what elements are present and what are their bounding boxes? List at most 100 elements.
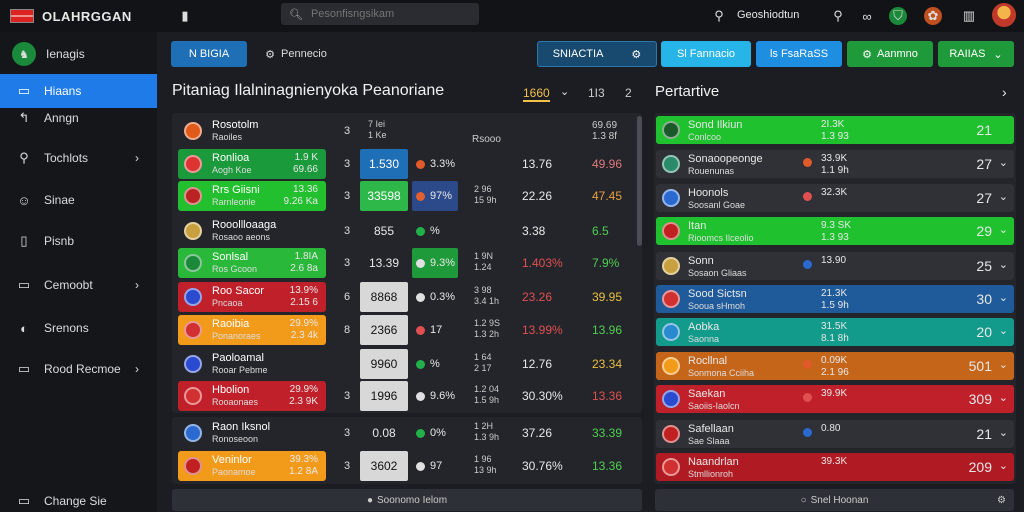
team-cell[interactable]: Raoibia Ponanoraes 29.9% 2.3 4k [178, 315, 326, 345]
odds-cell[interactable]: 33598 [360, 181, 408, 211]
search-icon[interactable]: ⚲ [714, 8, 724, 23]
table-row[interactable]: Raoibia Ponanoraes 29.9% 2.3 4k 8 2366 17… [172, 315, 640, 347]
chevron-down-icon[interactable]: ⌄ [998, 259, 1008, 271]
magnifier-icon[interactable]: ⚲ [833, 8, 843, 23]
odds-cell[interactable]: 3602 [360, 451, 408, 481]
main-footer-button[interactable]: ● Soonomo Ielom [172, 489, 642, 511]
toolbar-dropdown[interactable]: RAIIAS ⌄ [938, 41, 1014, 67]
ranking-row[interactable]: Safellaan Sae Slaaa 0.80 21 ⌄ [656, 420, 1014, 448]
ranking-row[interactable]: Saekan Saoiis-Iaolcn 39.9K 309 ⌄ [656, 385, 1014, 413]
chevron-down-icon[interactable]: ⌄ [998, 157, 1008, 169]
toolbar-button-5[interactable]: ls FsaRaSS [756, 41, 842, 67]
team-cell[interactable]: Sonlsal Ros Gcoon 1.8IA 2.6 8a [178, 248, 326, 278]
toolbar-button-4[interactable]: Sl Fannacio [661, 41, 751, 67]
sidebar-item-home[interactable]: ♞ Ienagis [0, 37, 157, 71]
team-cell[interactable]: Raon Iksnol Ronoseoon [178, 418, 326, 448]
percent-cell[interactable]: 3.3% [412, 149, 458, 179]
percent-cell[interactable]: 0% [412, 418, 458, 448]
odds-cell[interactable]: 1.530 [360, 149, 408, 179]
user-avatar[interactable] [992, 3, 1016, 27]
toolbar-button-2[interactable]: ⚙ Pennecio [256, 41, 336, 67]
ranking-row[interactable]: Itan Rioomcs Ilceolio 9.3 SK 1.3 93 29 ⌄ [656, 217, 1014, 245]
sort-value[interactable]: 1660 [523, 86, 550, 102]
percent-cell[interactable]: % [412, 216, 458, 246]
table-row[interactable]: Roo Sacor Pncaoa 13.9% 2.15 6 6 8868 0.3%… [172, 282, 640, 314]
table-row[interactable]: Hbolion Rooaonaes 29.9% 2.3 9K 3 1996 9.6… [172, 381, 640, 413]
percent-cell[interactable]: 17 [412, 315, 458, 345]
chevron-down-icon[interactable]: ⌄ [998, 427, 1008, 439]
odds-cell[interactable]: 13.39 [368, 256, 400, 270]
sidebar-item-3[interactable]: ⚲ Tochlots › [0, 141, 157, 175]
team-cell[interactable]: Hbolion Rooaonaes 29.9% 2.3 9K [178, 381, 326, 411]
percent-cell[interactable]: 97 [412, 451, 458, 481]
ranking-mid-text: 0.80 [821, 423, 841, 434]
chevron-down-icon[interactable]: ⌄ [998, 325, 1008, 337]
odds-cell[interactable]: 855 [373, 224, 395, 238]
sidebar-item-9[interactable]: ▭ Change Sie [0, 484, 157, 512]
link-icon[interactable]: ∞ [862, 8, 872, 24]
chevron-down-icon[interactable]: ⌄ [998, 191, 1008, 203]
odds-cell[interactable]: 8868 [360, 282, 408, 312]
toolbar-button-1[interactable]: N BIGIA [171, 41, 247, 67]
chevron-right-icon[interactable]: › [1002, 84, 1007, 100]
search-input[interactable] [310, 8, 471, 20]
circle-icon: ○ [800, 494, 807, 506]
percent-cell[interactable]: 9.6% [412, 381, 458, 411]
chevron-down-icon[interactable]: ⌄ [998, 460, 1008, 472]
sidebar-item-8[interactable]: ▭ Rood Recmoe › [0, 352, 157, 386]
ranking-row[interactable]: Sonn Sosaon Gliaas 13.90 25 ⌄ [656, 252, 1014, 280]
odds-cell[interactable]: 0.08 [372, 426, 396, 440]
team-cell[interactable]: Paoloamal Rooar Pebme [178, 349, 326, 379]
bookmark-icon[interactable]: ▮ [181, 8, 189, 23]
percent-cell[interactable]: 0.3% [412, 282, 458, 312]
chevron-down-icon[interactable]: ⌄ [560, 86, 570, 98]
grid-icon[interactable]: ▥ [962, 8, 976, 23]
table-row[interactable]: Rrs Giisni Rarnleonle 13.36 9.26 Ka 3 335… [172, 181, 640, 213]
right-footer-button[interactable]: ○ Snel Hoonan ⚙ [655, 489, 1014, 511]
team-cell[interactable]: Roo Sacor Pncaoa 13.9% 2.15 6 [178, 282, 326, 312]
status-dot-icon [416, 428, 425, 438]
shield-icon[interactable]: ⛉ [889, 7, 907, 25]
sidebar-item-active[interactable]: ▭ Hiaans [0, 74, 157, 108]
table-row[interactable]: Ronlioa Aogh Koe 1.9 K 69.66 3 1.530 3.3%… [172, 149, 640, 181]
ranking-row[interactable]: Sonaoopeonge Rouenunas 33.9K 1.1 9h 27 ⌄ [656, 150, 1014, 178]
team-cell[interactable]: Rooollloaaga Rosaoo aeons [178, 216, 326, 246]
toolbar-button-3[interactable]: SNIACTIA ⚙ [537, 41, 657, 67]
team-sub: Rarnleonle [212, 197, 256, 207]
odds-cell[interactable]: 1996 [360, 381, 408, 411]
ranking-row[interactable]: Aobka Saonna 31.5K 8.1 8h 20 ⌄ [656, 318, 1014, 346]
ranking-row[interactable]: Sond Ilkiun Conlcoo 2I.3K 1.3 93 21 [656, 116, 1014, 144]
team-cell[interactable]: Ronlioa Aogh Koe 1.9 K 69.66 [178, 149, 326, 179]
chevron-down-icon[interactable]: ⌄ [998, 292, 1008, 304]
odds-cell[interactable]: 2366 [360, 315, 408, 345]
table-row[interactable]: Rooollloaaga Rosaoo aeons 3 855 % 3.38 6.… [172, 216, 640, 248]
ranking-row[interactable]: Sood Sictsn Sooua sHmoh 21.3K 1.5 9h 30 ⌄ [656, 285, 1014, 313]
chevron-down-icon[interactable]: ⌄ [998, 224, 1008, 236]
search-box[interactable]: 🔍︎ [281, 3, 479, 25]
chevron-down-icon[interactable]: ⌄ [998, 392, 1008, 404]
table-row[interactable]: Veninlor Paonamoe 39.3% 1.2 8A 3 3602 97 … [172, 451, 640, 483]
chevron-down-icon[interactable]: ⌄ [998, 359, 1008, 371]
ranking-row[interactable]: Hoonols Soosanl Goae 32.3K 27 ⌄ [656, 184, 1014, 212]
table-row[interactable]: Sonlsal Ros Gcoon 1.8IA 2.6 8a 3 13.39 9.… [172, 248, 640, 280]
team-cell[interactable]: Veninlor Paonamoe 39.3% 1.2 8A [178, 451, 326, 481]
sidebar-item-4[interactable]: ☺ Sinae [0, 183, 157, 217]
toolbar-button-6[interactable]: ⚙ Aanmno [847, 41, 933, 67]
sidebar-item-5[interactable]: ▯ Pisnb [0, 224, 157, 258]
percent-cell[interactable]: % [412, 349, 458, 379]
sidebar-item-7[interactable]: ◐ Srenons [0, 311, 157, 345]
team-crest-icon [662, 257, 680, 275]
ranking-row[interactable]: Naandrlan Stmllionroh 39.3K 209 ⌄ [656, 453, 1014, 481]
odds-cell[interactable]: 9960 [360, 349, 408, 379]
team-value: 39.3% 1.2 8A [289, 454, 318, 477]
table-row[interactable]: Paoloamal Rooar Pebme 9960 % 1 64 2 17 12… [172, 349, 640, 381]
sidebar-item-6[interactable]: ▭ Cemoobt › [0, 268, 157, 302]
ranking-row[interactable]: Rocllnal Sonmona Cciiha 0.09K 2.1 96 501 … [656, 352, 1014, 380]
percent-cell[interactable]: 97% [412, 181, 458, 211]
sidebar-item-2[interactable]: ↰ Anngn [0, 101, 157, 135]
team-badge-icon[interactable]: ✿ [924, 7, 942, 25]
table-row[interactable]: Raon Iksnol Ronoseoon 3 0.08 0% 1 2H 1.3 … [172, 418, 640, 450]
team-cell[interactable]: Rrs Giisni Rarnleonle 13.36 9.26 Ka [178, 181, 326, 211]
scrollbar[interactable] [637, 116, 642, 246]
percent-cell[interactable]: 9.3% [412, 248, 458, 278]
